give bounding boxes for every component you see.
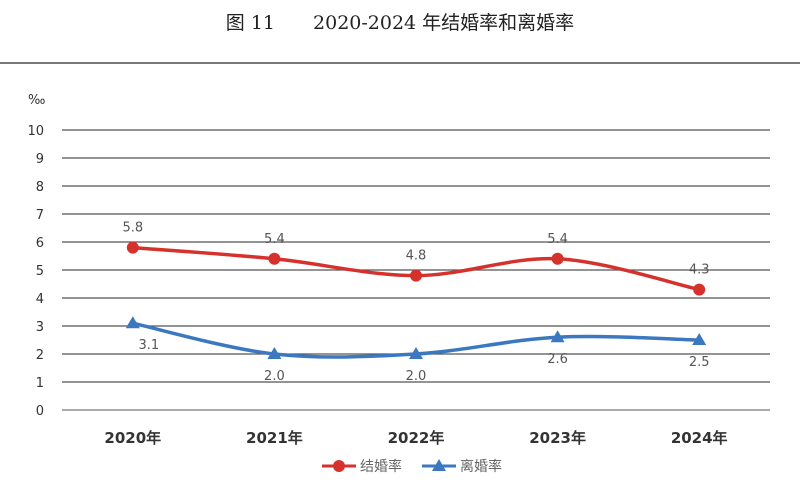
legend-label: 结婚率 xyxy=(360,458,402,475)
data-label: 2.6 xyxy=(547,352,568,367)
data-label: 5.8 xyxy=(122,221,143,236)
y-tick-label: 4 xyxy=(36,292,44,307)
data-label: 5.4 xyxy=(264,232,285,247)
legend-label: 离婚率 xyxy=(460,458,502,475)
data-point xyxy=(550,330,565,343)
x-tick-label: 2024年 xyxy=(671,429,728,447)
data-label: 4.3 xyxy=(689,263,710,278)
data-point xyxy=(126,241,139,254)
title-divider xyxy=(0,62,800,64)
y-tick-label: 8 xyxy=(36,180,44,195)
y-tick-label: 6 xyxy=(36,236,44,251)
y-tick-label: 0 xyxy=(36,404,44,419)
data-point xyxy=(268,252,281,265)
y-tick-label: 1 xyxy=(36,376,44,391)
data-point xyxy=(267,347,282,359)
data-label: 3.1 xyxy=(138,338,159,353)
data-point xyxy=(409,347,423,359)
data-label: 2.5 xyxy=(689,355,710,370)
legend-marker xyxy=(432,459,446,471)
x-tick-label: 2020年 xyxy=(104,429,161,447)
y-tick-label: 10 xyxy=(27,124,44,139)
x-tick-label: 2022年 xyxy=(388,429,445,447)
y-tick-label: 5 xyxy=(36,264,44,279)
y-tick-label: 3 xyxy=(36,320,44,335)
data-point xyxy=(125,316,140,329)
data-point xyxy=(693,283,706,296)
data-label: 2.0 xyxy=(264,369,285,384)
y-unit-label: ‰ xyxy=(28,93,45,108)
data-label: 2.0 xyxy=(406,369,427,384)
data-label: 4.8 xyxy=(406,249,427,264)
y-tick-label: 7 xyxy=(36,208,44,223)
x-tick-label: 2023年 xyxy=(529,429,586,447)
legend-marker xyxy=(333,460,345,472)
chart-title: 图 11 2020-2024 年结婚率和离婚率 xyxy=(225,12,575,34)
data-point xyxy=(692,333,707,345)
y-tick-label: 2 xyxy=(36,348,44,363)
y-tick-label: 9 xyxy=(36,152,44,167)
data-point xyxy=(410,269,422,282)
x-tick-label: 2021年 xyxy=(246,429,303,447)
data-point xyxy=(551,252,564,265)
data-label: 5.4 xyxy=(547,232,568,247)
